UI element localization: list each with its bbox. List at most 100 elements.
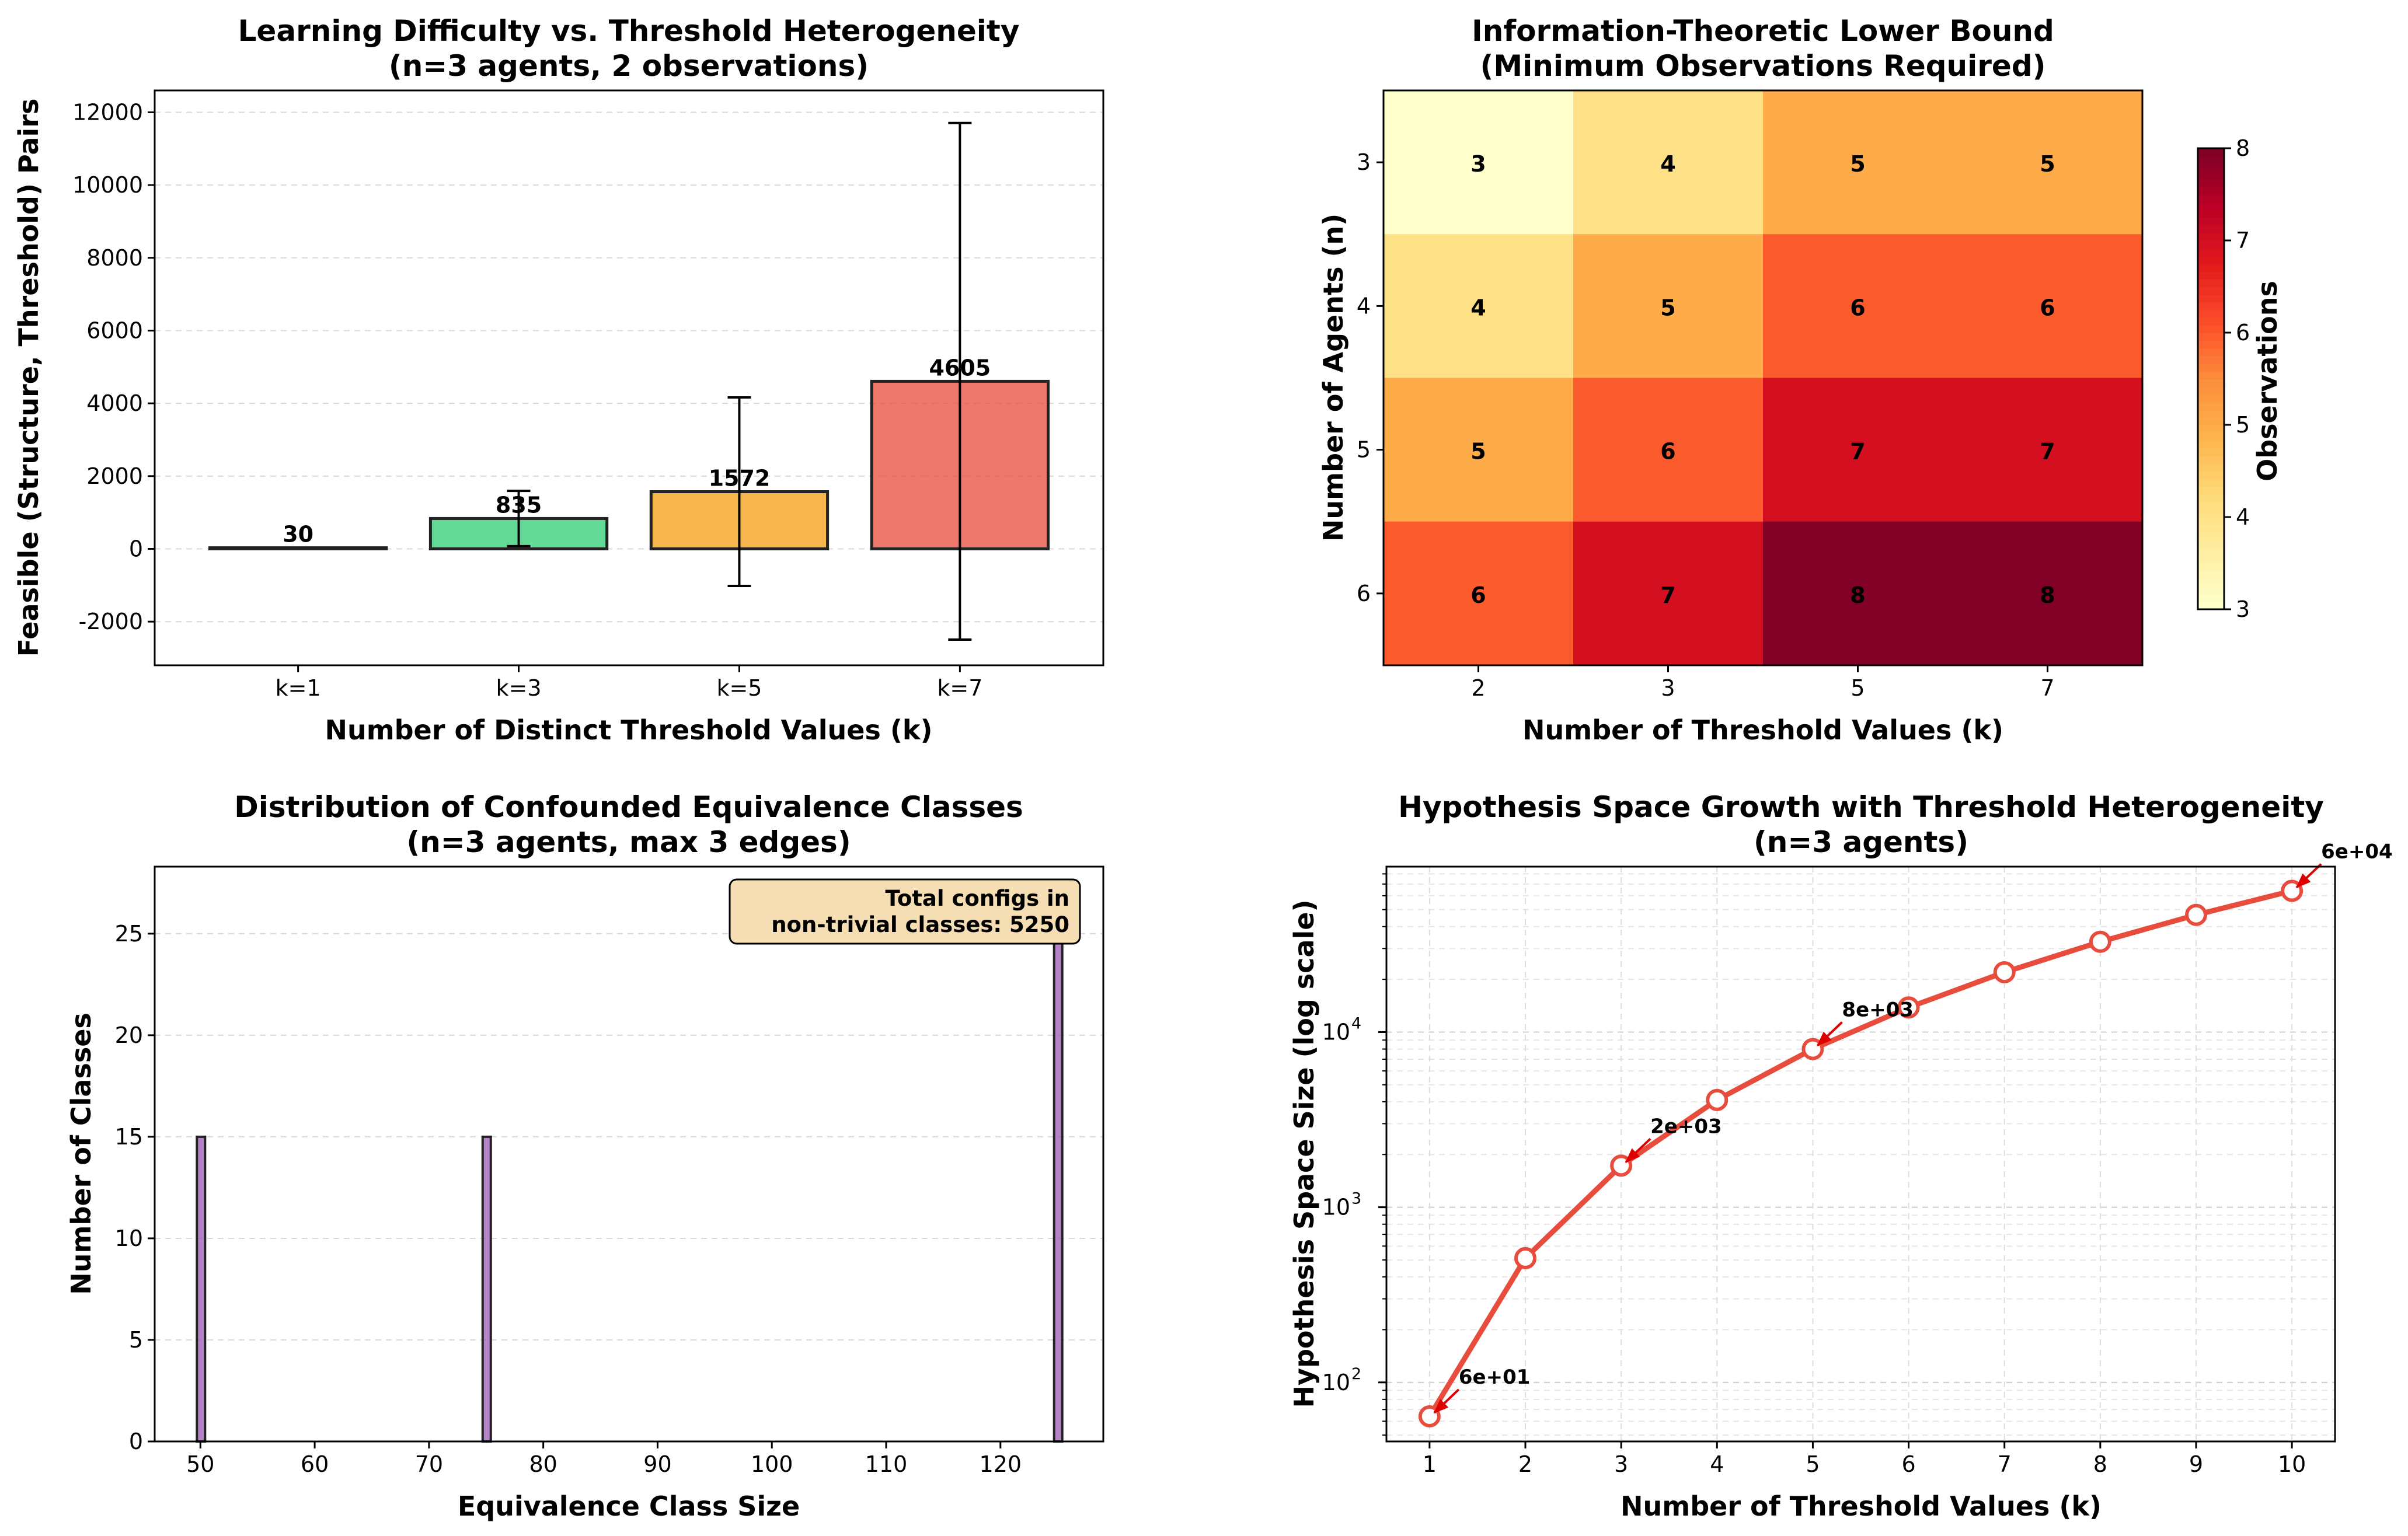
x-tick-label: 110 (865, 1451, 908, 1477)
y-tick-label: 5 (129, 1327, 143, 1353)
colorbar-segment (2198, 263, 2224, 272)
heatmap-cell (1573, 90, 1764, 235)
y-tick-label: 20 (115, 1022, 143, 1048)
y-axis-label: Hypothesis Space Size (log scale) (1288, 900, 1320, 1408)
y-tick-label-exponent: 4 (1351, 1014, 1361, 1032)
cell-value-label: 6 (1850, 295, 1865, 320)
y-tick-label: 3 (1357, 149, 1371, 175)
colorbar-segment (2198, 386, 2224, 395)
x-tick-label: 10 (2278, 1451, 2306, 1477)
bar-value-label: 835 (496, 492, 542, 518)
colorbar-segment (2198, 287, 2224, 295)
x-tick-label: k=3 (496, 675, 542, 701)
chart-title: Learning Difficulty vs. Threshold Hetero… (238, 14, 1020, 48)
colorbar-segment (2198, 571, 2224, 580)
annotation-arrow (1433, 1388, 1460, 1414)
colorbar-tick-label: 4 (2236, 504, 2250, 530)
x-tick-label: 3 (1614, 1451, 1628, 1477)
cell-value-label: 5 (1850, 151, 1865, 177)
point-annotation: 6e+01 (1459, 1366, 1531, 1389)
y-tick-label: 4000 (86, 390, 143, 416)
heatmap-cell (1384, 90, 1574, 235)
heatmap-cell (1763, 234, 1953, 378)
data-point (1897, 996, 1920, 1019)
y-tick-label: 2000 (86, 463, 143, 489)
annotation-line-1: Total configs in (886, 886, 1070, 911)
x-axis-label: Number of Distinct Threshold Values (k) (325, 714, 932, 746)
colorbar-segment (2198, 271, 2224, 280)
heatmap-cell (1384, 378, 1574, 522)
x-tick-label: 4 (1710, 1451, 1724, 1477)
colorbar-segment (2198, 432, 2224, 441)
data-point (1514, 1247, 1537, 1269)
colorbar-segment (2198, 148, 2224, 157)
chart-subtitle: (Minimum Observations Required) (1480, 49, 2046, 83)
bar-value-label: 30 (283, 522, 313, 547)
y-tick-label: 10000 (72, 172, 143, 198)
point-annotation: 2e+03 (1650, 1115, 1722, 1138)
cell-value-label: 8 (2040, 582, 2055, 608)
colorbar-segment (2198, 179, 2224, 187)
heatmap-cell (1573, 378, 1764, 522)
cell-value-label: 7 (2040, 439, 2055, 465)
colorbar-segment (2198, 248, 2224, 257)
colorbar-segment (2198, 525, 2224, 533)
x-tick-label: k=7 (937, 675, 982, 701)
x-tick-label: 70 (415, 1451, 443, 1477)
x-tick-label: 2 (1471, 675, 1485, 701)
x-tick-label: k=5 (716, 675, 762, 701)
colorbar-segment (2198, 440, 2224, 449)
colorbar-segment (2198, 509, 2224, 518)
histogram-bar (1053, 932, 1064, 1443)
heatmap-cell (1573, 234, 1764, 378)
cell-value-label: 4 (1660, 151, 1675, 177)
growth-line (1427, 888, 2293, 1418)
colorbar-segment (2198, 486, 2224, 495)
colorbar-segment (2198, 171, 2224, 180)
x-tick-label: 7 (2040, 675, 2054, 701)
cell-value-label: 6 (2040, 295, 2055, 320)
colorbar-segment (2198, 501, 2224, 510)
x-tick-label: 5 (1806, 1451, 1820, 1477)
colorbar-segment (2198, 494, 2224, 502)
colorbar-segment (2198, 517, 2224, 526)
cell-value-label: 6 (1470, 582, 1486, 608)
x-tick-label: 2 (1518, 1451, 1532, 1477)
y-tick-label: 8000 (86, 245, 143, 271)
y-tick-label: 12000 (72, 99, 143, 125)
cell-value-label: 6 (1660, 439, 1675, 465)
point-annotation: 6e+04 (2321, 840, 2393, 864)
data-point (1993, 961, 2016, 983)
colorbar-segment (2198, 333, 2224, 341)
x-axis-label: Equivalence Class Size (458, 1490, 800, 1522)
colorbar-segment (2198, 324, 2224, 333)
annotation-arrow (1816, 1021, 1843, 1047)
y-tick-label: 5 (1357, 437, 1371, 463)
y-tick-label: 15 (115, 1124, 143, 1150)
annotation-arrow (2295, 863, 2322, 888)
x-tick-label: 1 (1423, 1451, 1437, 1477)
equivalence-class-histogram: Distribution of Confounded Equivalence C… (65, 790, 1104, 1522)
colorbar-segment (2198, 225, 2224, 233)
colorbar-segment (2198, 302, 2224, 310)
histogram-bar (196, 1135, 207, 1443)
colorbar-segment (2198, 194, 2224, 203)
colorbar-segment (2198, 240, 2224, 249)
heatmap-cell (1384, 234, 1574, 378)
colorbar-tick-label: 7 (2236, 228, 2250, 253)
heatmap-cell (1763, 521, 1953, 666)
colorbar-segment (2198, 309, 2224, 318)
colorbar-segment (2198, 578, 2224, 587)
y-axis-label: Feasible (Structure, Threshold) Pairs (13, 99, 44, 657)
y-tick-label: 0 (129, 536, 143, 562)
colorbar-segment (2198, 363, 2224, 372)
y-tick-label: 25 (115, 921, 143, 947)
y-axis-label: Number of Agents (n) (1318, 214, 1349, 542)
x-tick-label: 7 (1998, 1451, 2012, 1477)
lower-bound-heatmap: Information-Theoretic Lower Bound (Minim… (1318, 14, 2283, 746)
annotation-arrow (1625, 1137, 1651, 1163)
x-axis-label: Number of Threshold Values (k) (1522, 714, 2003, 746)
colorbar-segment (2198, 455, 2224, 464)
colorbar-segment (2198, 256, 2224, 264)
